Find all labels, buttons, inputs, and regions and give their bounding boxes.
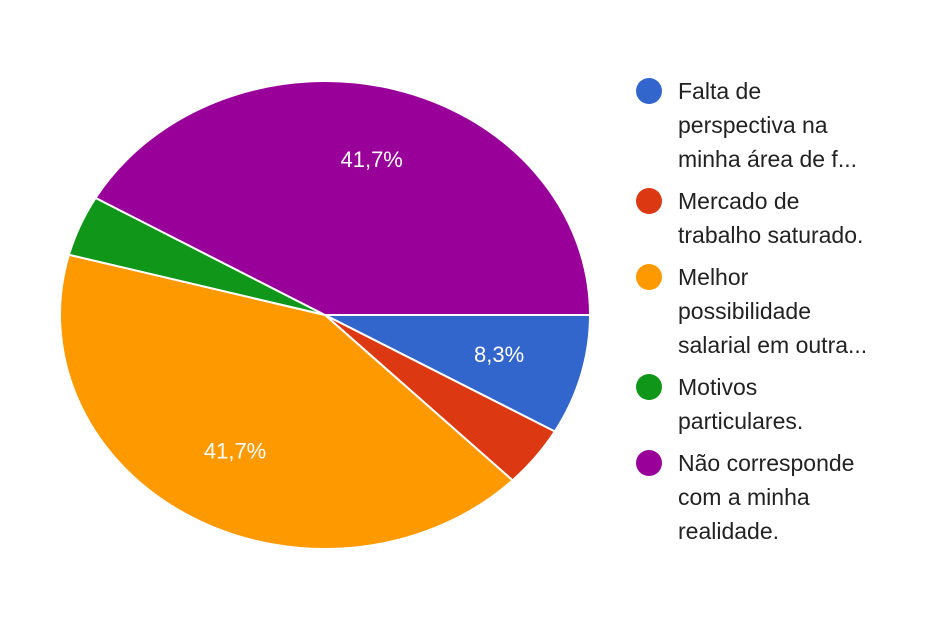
pie-slice	[59, 253, 515, 550]
legend-swatch	[636, 264, 662, 290]
pie-slice	[94, 80, 592, 316]
legend-swatch	[636, 374, 662, 400]
legend: Falta de perspectiva na minha área de f.…	[636, 74, 867, 556]
legend-swatch	[636, 450, 662, 476]
legend-item: Motivos particulares.	[636, 370, 867, 438]
legend-swatch	[636, 78, 662, 104]
legend-item: Falta de perspectiva na minha área de f.…	[636, 74, 867, 176]
legend-item: Não corresponde com a minha realidade.	[636, 446, 867, 548]
slice-label: 41,7%	[340, 147, 402, 172]
slice-label: 8,3%	[474, 342, 524, 367]
legend-item: Melhor possibilidade salarial em outra..…	[636, 260, 867, 362]
legend-swatch	[636, 188, 662, 214]
legend-label: Falta de perspectiva na minha área de f.…	[678, 78, 857, 172]
legend-label: Motivos particulares.	[678, 374, 804, 434]
legend-label: Não corresponde com a minha realidade.	[678, 450, 855, 544]
slice-label: 41,7%	[204, 439, 266, 464]
legend-label: Mercado de trabalho saturado.	[678, 188, 864, 248]
pie-slice	[324, 314, 592, 433]
legend-label: Melhor possibilidade salarial em outra..…	[678, 264, 868, 358]
legend-item: Mercado de trabalho saturado.	[636, 184, 867, 252]
